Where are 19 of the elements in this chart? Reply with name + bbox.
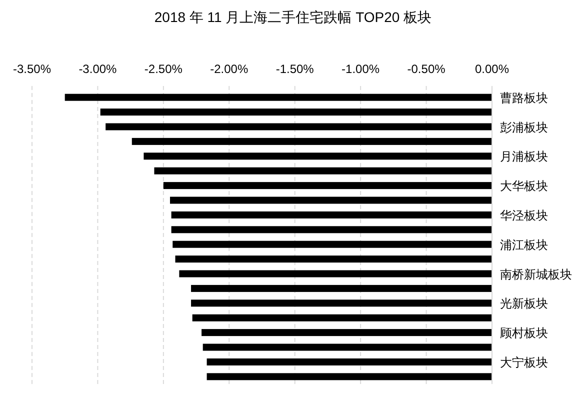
xtick: -3.50%: [12, 62, 52, 76]
ytick: 大华板块: [500, 179, 548, 194]
xtick: 0.00%: [474, 62, 510, 76]
ytick: 曹路板块: [500, 90, 548, 105]
ytick: 南桥新城板块: [500, 267, 572, 282]
ytick: 华泾板块: [500, 208, 548, 222]
title: 2018 年 11 月上海二手住宅跌幅 TOP20 板块: [154, 9, 432, 25]
ytick: 光新板块: [500, 296, 548, 311]
ytick: 月浦板块: [500, 150, 548, 164]
ytick: 彭浦板块: [500, 120, 548, 134]
ytick: 顾村板块: [500, 326, 548, 340]
xtick: -2.00%: [210, 62, 248, 76]
xtick: -3.00%: [78, 62, 117, 76]
xtick: -1.00%: [342, 62, 380, 76]
xtick: -2.50%: [144, 62, 182, 76]
ytick: 大宁板块: [500, 355, 548, 370]
ytick: 浦江板块: [500, 238, 548, 252]
xtick: -1.50%: [276, 62, 314, 76]
xtick: -0.50%: [407, 62, 446, 76]
